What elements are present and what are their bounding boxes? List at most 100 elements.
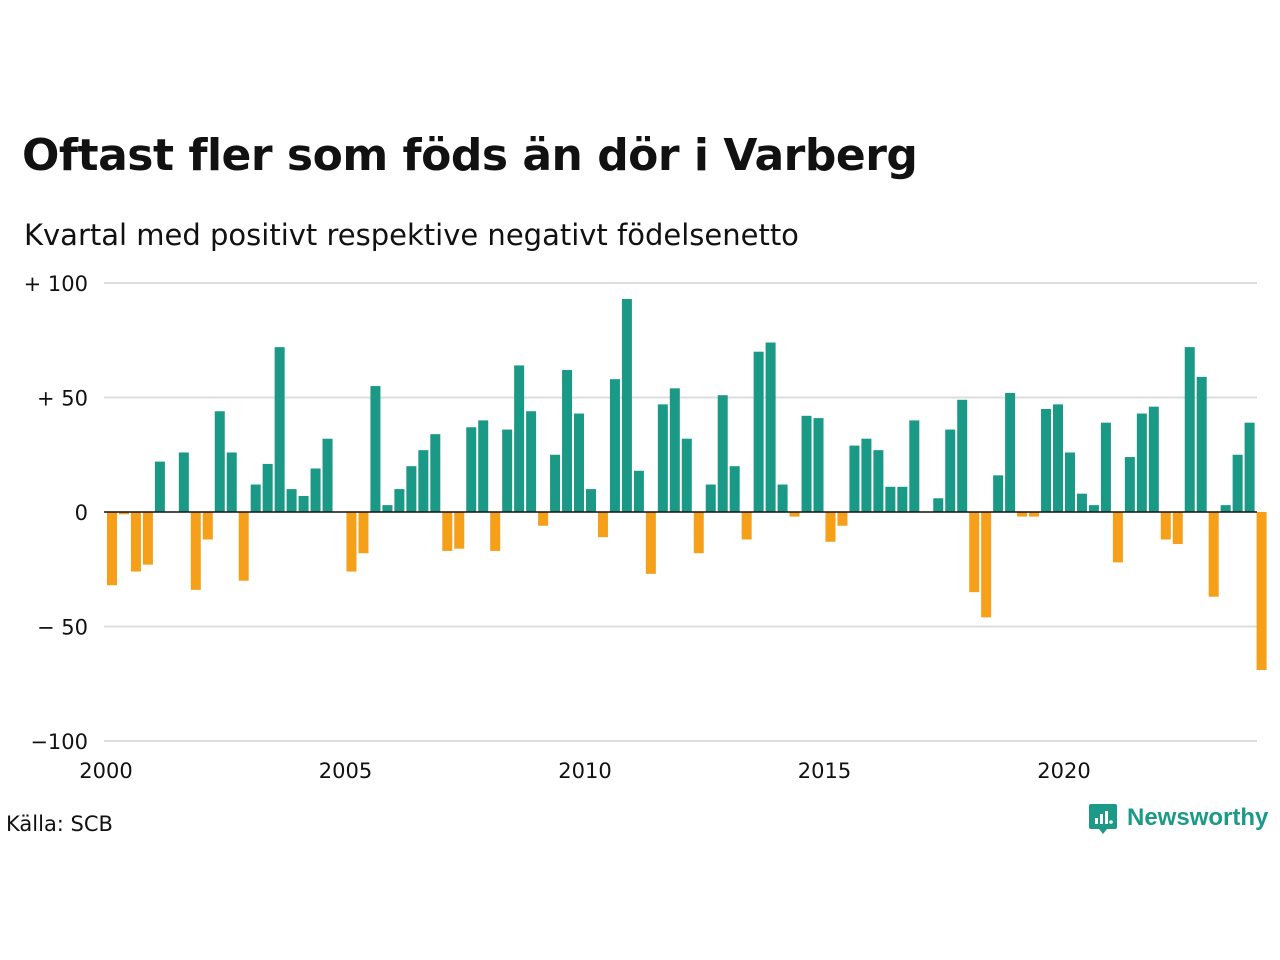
bar-positive [1041, 408, 1052, 512]
bar-negative [442, 512, 453, 551]
bar-negative [490, 512, 501, 551]
bar-chart: + 100 + 50 0 − 50 −100 2000 2005 2010 2015 2020 [24, 272, 1267, 783]
x-tick-label: 2000 [79, 759, 132, 783]
bar-positive [1232, 454, 1243, 512]
bar-positive [430, 434, 441, 512]
bar-positive [286, 489, 297, 512]
y-tick-label: −100 [30, 730, 88, 754]
bar-negative [118, 512, 129, 515]
y-tick-label: − 50 [37, 616, 88, 640]
bar-negative [1017, 512, 1028, 517]
bar-negative [981, 512, 992, 618]
bar-positive [873, 450, 884, 512]
bar-positive [813, 418, 824, 512]
x-tick-label: 2005 [319, 759, 372, 783]
bar-negative [789, 512, 800, 517]
bar-positive [861, 438, 872, 512]
bar-negative [1256, 512, 1267, 671]
bars [106, 299, 1267, 671]
bar-negative [1160, 512, 1171, 540]
bar-negative [190, 512, 201, 590]
bar-positive [945, 429, 956, 512]
bar-positive [1005, 392, 1016, 512]
x-tick-label: 2010 [558, 759, 611, 783]
bar-positive [717, 395, 728, 512]
bar-positive [1100, 422, 1111, 512]
chart-subtitle: Kvartal med positivt respektive negativt… [24, 218, 799, 252]
y-axis-ticks: + 100 + 50 0 − 50 −100 [24, 272, 88, 754]
bar-positive [574, 413, 585, 512]
bar-positive [669, 388, 680, 512]
bar-positive [478, 420, 489, 512]
bar-positive [502, 429, 513, 512]
bar-positive [418, 450, 429, 512]
chart-title: Oftast fler som föds än dör i Varberg [22, 130, 918, 181]
bar-positive [585, 489, 596, 512]
bar-negative [538, 512, 549, 526]
bar-negative [358, 512, 369, 554]
bar-negative [1029, 512, 1040, 517]
bar-negative [142, 512, 153, 565]
bar-positive [154, 461, 165, 512]
bar-negative [106, 512, 117, 586]
bar-positive [274, 347, 285, 512]
bar-positive [550, 454, 561, 512]
bar-positive [1148, 406, 1159, 512]
bar-positive [753, 351, 764, 512]
bar-positive [705, 484, 716, 512]
bar-negative [1112, 512, 1123, 563]
grid-lines [104, 282, 1257, 742]
bar-positive [514, 365, 525, 512]
bar-positive [466, 427, 477, 512]
bar-negative [969, 512, 980, 593]
bar-positive [849, 445, 860, 512]
bar-positive [298, 495, 309, 512]
newsworthy-logo[interactable]: Newsworthy [1088, 803, 1269, 834]
bar-positive [609, 379, 620, 512]
bar-positive [250, 484, 261, 512]
bar-positive [370, 386, 381, 512]
bar-positive [382, 505, 393, 512]
bar-negative [454, 512, 465, 549]
newsworthy-logo-icon [1088, 803, 1118, 834]
bar-positive [993, 475, 1004, 512]
x-tick-label: 2015 [798, 759, 851, 783]
bar-positive [801, 415, 812, 512]
bar-positive [1124, 457, 1135, 512]
bar-positive [1053, 404, 1064, 512]
bar-positive [1244, 422, 1255, 512]
bar-negative [1172, 512, 1183, 545]
bar-positive [262, 463, 273, 512]
bar-negative [202, 512, 213, 540]
bar-positive [1220, 505, 1231, 512]
bar-positive [621, 299, 632, 512]
bar-positive [885, 486, 896, 512]
bar-positive [681, 438, 692, 512]
bar-positive [310, 468, 321, 512]
bar-negative [238, 512, 249, 581]
bar-positive [957, 399, 968, 512]
bar-positive [657, 404, 668, 512]
bar-positive [394, 489, 405, 512]
y-tick-label: + 100 [24, 272, 88, 296]
bar-positive [729, 466, 740, 512]
bar-positive [1088, 505, 1099, 512]
bar-positive [777, 484, 788, 512]
bar-positive [214, 411, 225, 512]
bar-positive [897, 486, 908, 512]
source-note: Källa: SCB [6, 812, 113, 836]
x-tick-label: 2020 [1037, 759, 1090, 783]
bar-negative [693, 512, 704, 554]
bar-negative [1208, 512, 1219, 597]
bar-positive [322, 438, 333, 512]
bar-positive [526, 411, 537, 512]
bar-positive [1136, 413, 1147, 512]
bar-negative [825, 512, 836, 542]
bar-positive [178, 452, 189, 512]
bar-negative [837, 512, 848, 526]
bar-positive [1064, 452, 1075, 512]
bar-positive [1196, 376, 1207, 512]
bar-positive [765, 342, 776, 512]
bar-negative [645, 512, 656, 574]
newsworthy-logo-text: Newsworthy [1127, 804, 1269, 831]
